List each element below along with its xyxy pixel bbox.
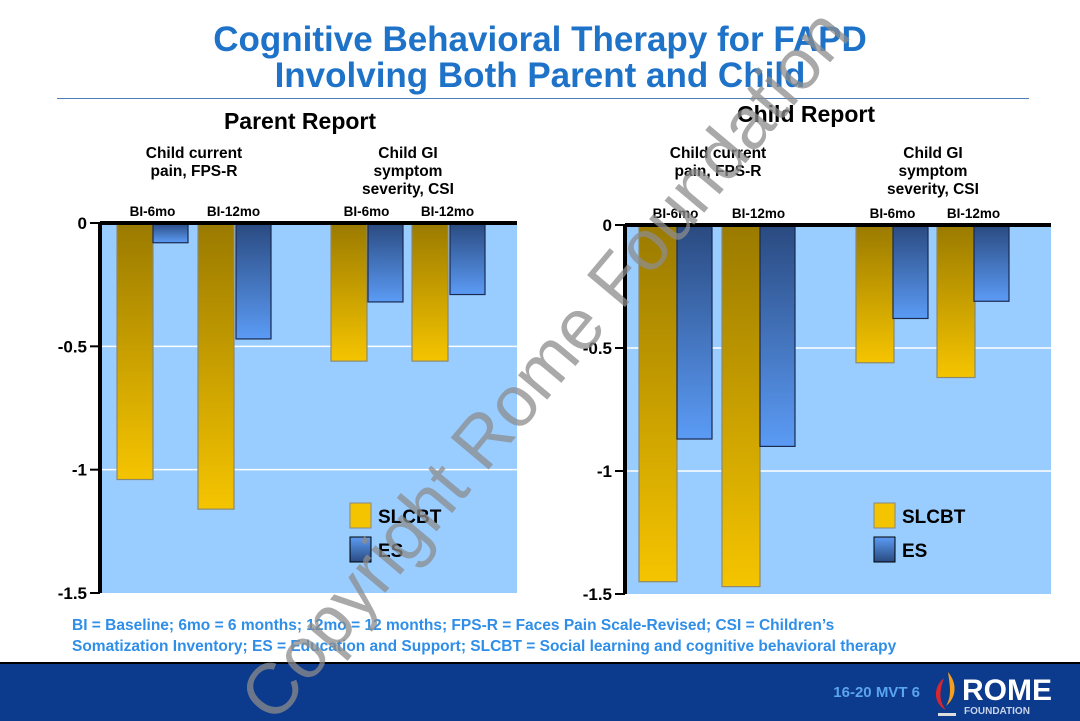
y-tick-label: -1.5 bbox=[583, 585, 612, 604]
legend-swatch-es bbox=[349, 536, 372, 563]
footnote-line2: Somatization Inventory; ES = Education a… bbox=[72, 638, 897, 655]
title-divider bbox=[57, 98, 1029, 99]
bar-es bbox=[152, 222, 189, 244]
flame-icon: ROME FOUNDATION bbox=[935, 672, 1052, 717]
y-tick-label: 0 bbox=[603, 216, 612, 235]
y-tick-label: -0.5 bbox=[583, 339, 612, 358]
slide-title-line2: Involving Both Parent and Child bbox=[274, 56, 806, 95]
bar-slcbt bbox=[721, 224, 761, 588]
footer-bar: 16-20 MVT 6 ROME FOUNDATION bbox=[0, 662, 1080, 721]
bar-es bbox=[367, 222, 404, 303]
group-label: Child GI symptom severity, CSI bbox=[887, 145, 979, 198]
bar-slcbt bbox=[638, 224, 678, 583]
group-label: Child current pain, FPS-R bbox=[670, 145, 766, 180]
y-tick-label: -1.5 bbox=[58, 584, 87, 603]
legend-label: SLCBT bbox=[378, 507, 442, 528]
bar-slcbt bbox=[855, 224, 895, 364]
category-label: BI-6mo bbox=[653, 206, 699, 221]
legend-label: SLCBT bbox=[902, 507, 966, 528]
bar-es bbox=[449, 222, 486, 296]
y-tick-label: -0.5 bbox=[58, 337, 87, 356]
footnote-line1: BI = Baseline; 6mo = 6 months; 12mo = 12… bbox=[72, 617, 835, 634]
group-label: Child current pain, FPS-R bbox=[146, 145, 242, 180]
y-tick-label: -1 bbox=[597, 462, 612, 481]
bar-slcbt bbox=[330, 222, 368, 362]
y-tick-label: -1 bbox=[72, 461, 87, 480]
rome-foundation-logo: ROME FOUNDATION bbox=[930, 670, 1060, 718]
category-label: BI-12mo bbox=[421, 204, 474, 219]
category-label: BI-6mo bbox=[344, 204, 390, 219]
logo-subtext: FOUNDATION bbox=[964, 706, 1030, 717]
chart-title: Parent Report bbox=[224, 108, 376, 134]
group-label: Child GI symptom severity, CSI bbox=[362, 145, 454, 198]
legend-swatch-slcbt bbox=[873, 502, 896, 529]
chart-title: Child Report bbox=[737, 101, 875, 127]
charts-svg: Parent Report Child current pain, FPS-R Chi… bbox=[58, 101, 1051, 604]
legend-label: ES bbox=[378, 541, 403, 562]
category-label: BI-12mo bbox=[947, 206, 1000, 221]
bar-slcbt bbox=[936, 224, 976, 379]
bar-es bbox=[235, 222, 272, 340]
legend-swatch-es bbox=[873, 536, 896, 563]
bar-es bbox=[759, 224, 796, 447]
category-label: BI-12mo bbox=[207, 204, 260, 219]
y-tick-label: 0 bbox=[78, 214, 87, 233]
slide-code: 16-20 MVT 6 bbox=[833, 684, 920, 701]
legend-swatch-slcbt bbox=[349, 502, 372, 529]
slide-title-line1: Cognitive Behavioral Therapy for FAPD bbox=[213, 20, 867, 59]
bar-slcbt bbox=[197, 222, 235, 510]
category-label: BI-12mo bbox=[732, 206, 785, 221]
bar-es bbox=[892, 224, 929, 320]
logo-text: ROME bbox=[962, 674, 1052, 707]
footnote: BI = Baseline; 6mo = 6 months; 12mo = 12… bbox=[72, 615, 896, 657]
bar-slcbt bbox=[116, 222, 154, 481]
bar-es bbox=[973, 224, 1010, 302]
category-label: BI-6mo bbox=[130, 204, 176, 219]
legend-label: ES bbox=[902, 541, 927, 562]
category-label: BI-6mo bbox=[870, 206, 916, 221]
bar-slcbt bbox=[411, 222, 449, 362]
bar-es bbox=[676, 224, 713, 440]
